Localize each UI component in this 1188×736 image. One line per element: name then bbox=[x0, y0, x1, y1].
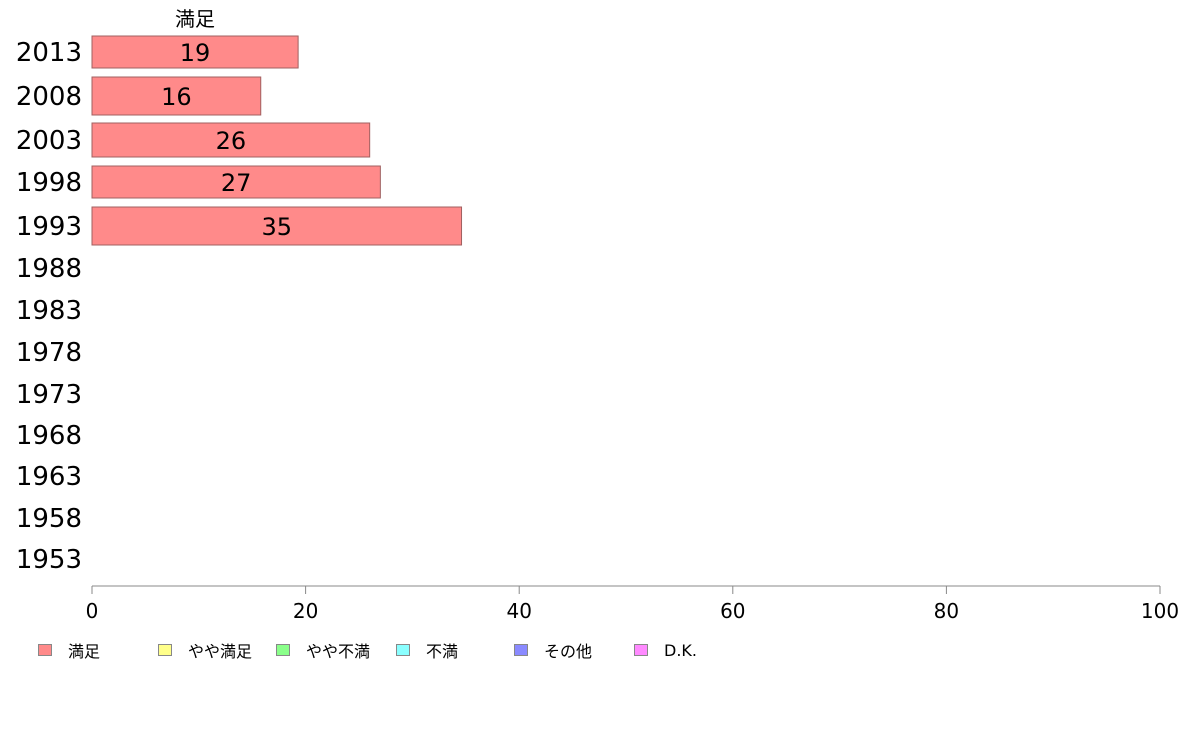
year-label: 1973 bbox=[16, 380, 82, 410]
year-label: 1958 bbox=[16, 504, 82, 534]
year-label: 1963 bbox=[16, 462, 82, 492]
legend-swatch bbox=[276, 644, 290, 656]
bar bbox=[91, 122, 371, 158]
data-labels: 19 16 26 27 35 bbox=[161, 39, 292, 241]
year-label: 1953 bbox=[16, 545, 82, 575]
year-label: 1968 bbox=[16, 421, 82, 451]
data-label: 26 bbox=[216, 127, 247, 155]
x-tick-label: 0 bbox=[86, 599, 99, 623]
year-label: 1993 bbox=[16, 212, 82, 242]
data-label: 35 bbox=[261, 213, 292, 241]
year-label: 1988 bbox=[16, 254, 82, 284]
x-axis: 0 20 40 60 80 100 bbox=[86, 585, 1179, 623]
legend-swatch bbox=[158, 644, 172, 656]
bar bbox=[91, 35, 299, 69]
x-tick-label: 80 bbox=[934, 599, 959, 623]
legend-label: D.K. bbox=[664, 640, 697, 660]
legend-label: その他 bbox=[544, 642, 593, 661]
legend: 満足 やや満足 やや不満 不満 その他 D.K. bbox=[38, 640, 798, 662]
x-tick-label: 40 bbox=[506, 599, 531, 623]
legend-label: 不満 bbox=[426, 642, 459, 661]
legend-label: やや満足 bbox=[188, 642, 253, 661]
legend-item: その他 bbox=[514, 640, 593, 661]
legend-item: 不満 bbox=[396, 640, 459, 661]
bar bbox=[91, 165, 381, 199]
year-label: 1998 bbox=[16, 168, 82, 198]
data-label: 27 bbox=[221, 169, 252, 197]
year-label: 2008 bbox=[16, 82, 82, 112]
legend-swatch bbox=[38, 644, 52, 656]
data-label: 19 bbox=[180, 39, 211, 67]
year-label: 2003 bbox=[16, 126, 82, 156]
legend-item: やや満足 bbox=[158, 640, 253, 661]
x-tick-label: 20 bbox=[293, 599, 318, 623]
legend-label: やや不満 bbox=[306, 642, 371, 661]
bar bbox=[91, 76, 262, 116]
year-label: 2013 bbox=[16, 38, 82, 68]
bar bbox=[91, 206, 463, 246]
x-tick-label: 60 bbox=[720, 599, 745, 623]
legend-item: やや不満 bbox=[276, 640, 371, 661]
legend-item: D.K. bbox=[634, 640, 697, 660]
legend-item: 満足 bbox=[38, 640, 101, 661]
year-label: 1978 bbox=[16, 338, 82, 368]
legend-label: 満足 bbox=[68, 642, 101, 661]
legend-swatch bbox=[396, 644, 410, 656]
bars-group bbox=[91, 35, 463, 246]
legend-swatch bbox=[634, 644, 648, 656]
data-label: 16 bbox=[161, 83, 192, 111]
series-header: 満足 bbox=[175, 7, 215, 31]
legend-swatch bbox=[514, 644, 528, 656]
y-axis-labels: 2013 2008 2003 1998 1993 1988 1983 1978 1973 1968… bbox=[16, 38, 82, 575]
year-label: 1983 bbox=[16, 296, 82, 326]
x-tick-label: 100 bbox=[1141, 599, 1179, 623]
